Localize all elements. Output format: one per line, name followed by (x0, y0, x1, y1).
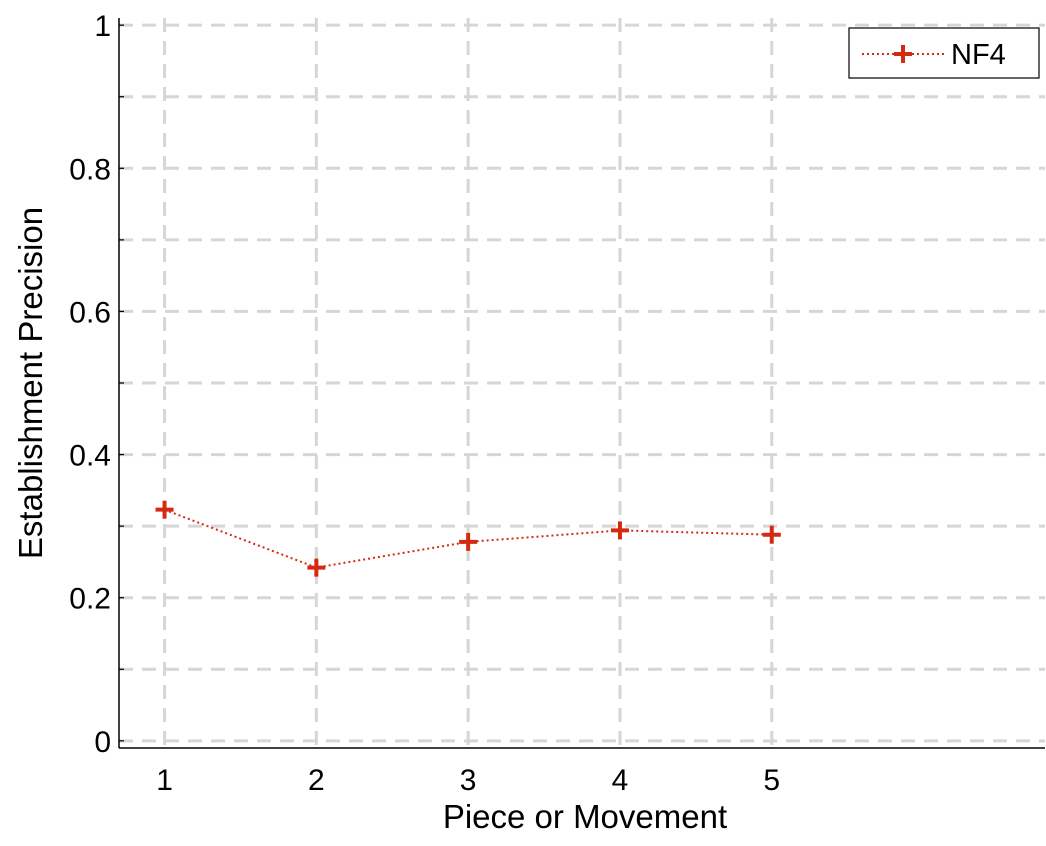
x-tick-label: 2 (308, 764, 325, 797)
data-point-marker (155, 500, 174, 519)
y-tick-label: 0.2 (69, 583, 111, 616)
tick-labels: 1 2 3 4 5 0 0.2 0.4 0.6 0.8 1 (69, 10, 780, 797)
legend-label: NF4 (951, 39, 1006, 71)
legend: NF4 (848, 27, 1040, 79)
x-tick-label: 3 (460, 764, 477, 797)
y-tick-label: 0.8 (69, 153, 111, 186)
x-tick-label: 1 (156, 764, 173, 797)
y-tick-label: 0 (94, 726, 111, 759)
data-point-marker (762, 525, 781, 544)
data-point-marker (610, 521, 629, 540)
y-axis-title: Establishment Precision (12, 207, 49, 559)
series-layer (155, 500, 781, 577)
x-tick-label: 4 (612, 764, 629, 797)
data-point-marker (307, 558, 326, 577)
x-axis-title: Piece or Movement (443, 798, 727, 835)
x-tick-label: 5 (763, 764, 780, 797)
y-tick-label: 0.6 (69, 296, 111, 329)
axes (118, 18, 1045, 749)
y-tick-label: 0.4 (69, 440, 111, 473)
y-tick-label: 1 (94, 10, 111, 43)
legend-series-sample (862, 45, 944, 63)
grid (119, 18, 1045, 748)
data-point-marker (459, 532, 478, 551)
